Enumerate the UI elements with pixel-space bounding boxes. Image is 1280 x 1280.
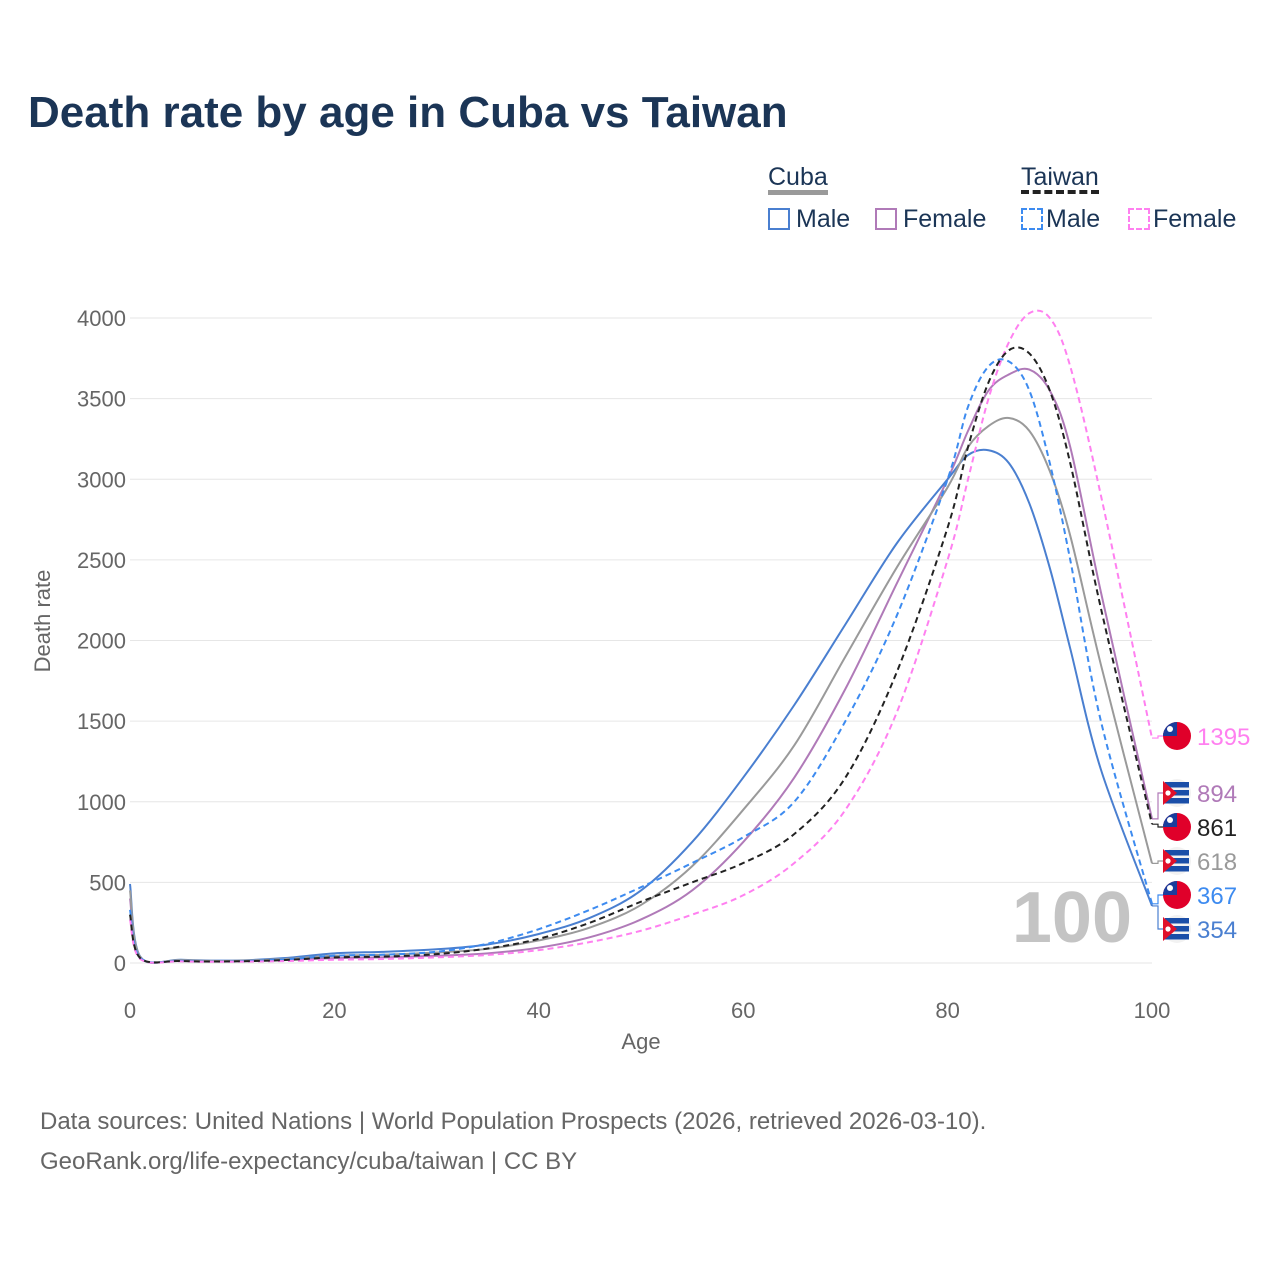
- legend-label: Male: [1046, 205, 1101, 233]
- leader-line: [1152, 905, 1163, 930]
- legend-group-cuba: Cuba: [768, 164, 828, 195]
- source-line: Data sources: United Nations | World Pop…: [40, 1108, 987, 1135]
- cuba-flag-star: [1165, 858, 1171, 864]
- x-tick-label: 60: [731, 998, 755, 1023]
- taiwan-flag-sun: [1167, 885, 1173, 891]
- cuba-flag-stripe: [1165, 866, 1189, 872]
- series-line-cuba: [129, 416, 1153, 964]
- y-tick-label: 3000: [77, 467, 126, 492]
- legend-label: Male: [796, 205, 851, 233]
- cuba-flag-star: [1165, 790, 1171, 796]
- y-tick-label: 0: [114, 951, 126, 976]
- y-tick-label: 2000: [77, 629, 126, 654]
- x-tick-label: 40: [527, 998, 551, 1023]
- cuba-flag-stripe: [1165, 858, 1189, 864]
- age-watermark: 100: [1012, 878, 1132, 958]
- end-label-cuba: 618: [1197, 849, 1237, 876]
- legend-label: Female: [903, 205, 987, 233]
- y-tick-label: 1500: [77, 709, 126, 734]
- leader-line: [1152, 894, 1163, 905]
- x-tick-label: 100: [1134, 998, 1171, 1023]
- taiwan-flag-sun: [1167, 817, 1173, 823]
- cuba-flag-stripe: [1165, 918, 1189, 924]
- cuba-flag-stripe: [1165, 934, 1189, 940]
- x-axis-label: Age: [621, 1029, 660, 1054]
- y-tick-label: 1000: [77, 790, 126, 815]
- series-line-taiwan-male: [129, 358, 1153, 964]
- leader-line: [1152, 792, 1163, 820]
- legend-swatch: [1128, 208, 1150, 230]
- legend-swatch: [768, 208, 790, 230]
- y-tick-label: 4000: [77, 306, 126, 331]
- cuba-flag-star: [1165, 926, 1171, 932]
- legend-taiwan-male[interactable]: Male: [1021, 205, 1100, 234]
- cuba-flag-stripe: [1165, 798, 1189, 804]
- source-url: GeoRank.org/life-expectancy/cuba/taiwan …: [40, 1148, 578, 1175]
- x-tick-label: 20: [322, 998, 346, 1023]
- series-line-cuba-female: [129, 367, 1153, 964]
- legend-swatch: [875, 208, 897, 230]
- legend-swatch: [1021, 208, 1043, 230]
- taiwan-flag-sun: [1167, 726, 1173, 732]
- legend-cuba-female[interactable]: Female: [875, 205, 986, 234]
- y-axis-label: Death rate: [30, 570, 55, 673]
- cuba-flag-stripe: [1165, 850, 1189, 856]
- end-label-taiwan: 861: [1197, 815, 1237, 842]
- leader-line: [1152, 860, 1163, 864]
- cuba-flag-stripe: [1165, 926, 1189, 932]
- end-label-taiwan-male: 367: [1197, 883, 1237, 910]
- y-tick-label: 3500: [77, 387, 126, 412]
- y-tick-label: 500: [89, 870, 126, 895]
- cuba-flag-stripe: [1165, 790, 1189, 796]
- end-label-taiwan-female: 1395: [1197, 724, 1250, 751]
- end-label-cuba-male: 354: [1197, 917, 1237, 944]
- legend-label: Female: [1153, 205, 1237, 233]
- series-line-cuba-male: [129, 448, 1153, 964]
- x-tick-label: 0: [124, 998, 136, 1023]
- legend-group-taiwan: Taiwan: [1021, 164, 1099, 194]
- y-tick-label: 2500: [77, 548, 126, 573]
- leader-line: [1152, 823, 1163, 828]
- series-line-taiwan: [129, 346, 1153, 964]
- legend-cuba-male[interactable]: Male: [768, 205, 850, 234]
- series-line-taiwan-female: [129, 309, 1153, 964]
- x-tick-label: 80: [935, 998, 959, 1023]
- end-label-cuba-female: 894: [1197, 781, 1237, 808]
- cuba-flag-stripe: [1165, 782, 1189, 788]
- legend-taiwan-female[interactable]: Female: [1128, 205, 1236, 234]
- leader-line: [1152, 735, 1163, 739]
- chart-title: Death rate by age in Cuba vs Taiwan: [28, 88, 788, 137]
